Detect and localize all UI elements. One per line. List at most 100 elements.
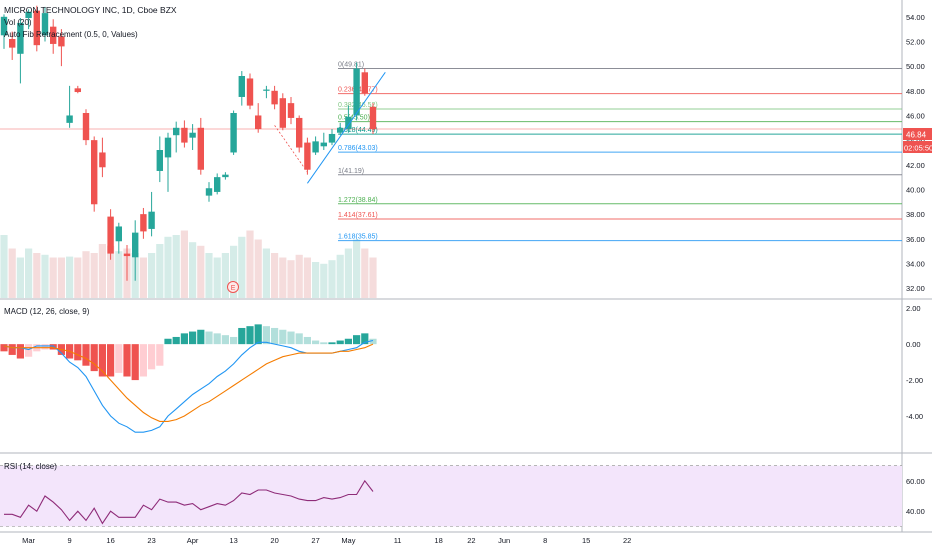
volume-bar	[344, 248, 352, 298]
volume-bar	[16, 257, 24, 298]
volume-bar	[213, 257, 221, 298]
macd-histogram-bar	[148, 344, 156, 370]
volume-bar	[82, 251, 90, 298]
volume-label: Vol (20)	[4, 18, 32, 27]
candle-body	[132, 232, 139, 258]
volume-bar	[33, 253, 41, 298]
volume-bar	[238, 236, 246, 298]
macd-histogram-bar	[303, 336, 311, 345]
rsi-tick-label: 40.00	[906, 507, 925, 516]
volume-bar	[90, 253, 98, 298]
macd-histogram-bar	[131, 344, 139, 381]
macd-histogram-bar	[189, 331, 197, 345]
candle-body	[353, 68, 360, 116]
macd-histogram-bar	[41, 344, 49, 350]
macd-histogram-bar	[238, 327, 246, 345]
price-tick-label: 46.00	[906, 111, 925, 120]
volume-bar	[336, 254, 344, 298]
macd-histogram-bar	[180, 333, 188, 345]
candlesticks	[0, 5, 377, 281]
candle-body	[214, 177, 221, 192]
macd-histogram-bar	[254, 324, 262, 345]
fib-anchor-line	[274, 125, 308, 173]
price-tick-label: 36.00	[906, 235, 925, 244]
rsi-pane: 60.00 40.00	[0, 465, 925, 527]
earnings-marker[interactable]	[227, 281, 239, 293]
candle-body	[263, 89, 270, 91]
candle-body	[17, 22, 24, 54]
macd-histogram-bar	[25, 344, 33, 357]
candle-body	[82, 113, 90, 141]
macd-histogram-bar	[74, 344, 82, 361]
time-tick-label: Jun	[498, 536, 510, 545]
volume-bar	[189, 242, 197, 298]
fib-level-label: 1.618(35.85)	[338, 234, 378, 241]
volume-bar	[25, 248, 33, 298]
macd-histogram-bar	[344, 338, 352, 345]
price-tick-label: 44.00	[906, 136, 925, 145]
macd-histogram-bar	[287, 331, 295, 345]
macd-histogram-bar	[230, 336, 238, 345]
volume-bar	[254, 239, 262, 298]
macd-histogram-bar	[172, 336, 180, 345]
volume-bar	[361, 248, 369, 298]
volume-bar	[205, 253, 213, 298]
volume-bar	[115, 251, 123, 298]
candle-body	[337, 127, 344, 133]
price-tick-label: 54.00	[906, 13, 925, 22]
price-tick-label: 48.00	[906, 87, 925, 96]
volume-bar	[312, 262, 320, 298]
volume-bar	[197, 245, 205, 298]
candle-body	[58, 36, 65, 47]
volume-bar	[271, 253, 279, 298]
macd-histogram-bar	[336, 340, 344, 345]
candle-body	[140, 214, 147, 232]
macd-histogram-bar	[279, 329, 287, 345]
candle-body	[25, 11, 32, 19]
volume-bar	[221, 253, 229, 298]
price-tick-label: 42.00	[906, 161, 925, 170]
volume-bar	[139, 257, 147, 298]
macd-histogram-bar	[98, 344, 106, 377]
candle-body	[41, 13, 49, 36]
volume-bar	[156, 244, 164, 298]
time-tick-label: 27	[311, 536, 319, 545]
fib-level-label: 1(41.19)	[338, 168, 364, 175]
volume-bar	[369, 257, 377, 298]
macd-histogram-bar	[16, 344, 24, 359]
candle-body	[99, 152, 106, 168]
volume-bar	[8, 248, 16, 298]
candle-body	[279, 98, 286, 128]
volume-bar	[172, 235, 180, 298]
volume-bar	[180, 230, 188, 298]
volume-bar	[353, 239, 361, 298]
last-price-value: 46.84	[906, 131, 927, 140]
symbol-title: MICRON TECHNOLOGY INC, 1D, Cboe BZX	[4, 5, 177, 15]
price-tick-label: 34.00	[906, 259, 925, 268]
candle-body	[361, 72, 368, 94]
price-axis: 54.00 52.00 50.00 48.00 46.00 44.00 42.00 40.00…	[906, 13, 925, 293]
macd-tick-label: -2.00	[906, 376, 923, 385]
macd-histogram-bar	[295, 333, 303, 345]
candle-body	[156, 150, 163, 171]
time-tick-label: 20	[270, 536, 278, 545]
time-tick-label: 11	[394, 536, 402, 545]
price-tick-label: 32.00	[906, 284, 925, 293]
rsi-band	[0, 465, 902, 527]
macd-histogram-bar	[82, 344, 90, 366]
volume-bar	[98, 244, 106, 298]
volume-bar	[66, 256, 74, 298]
time-tick-label: May	[341, 536, 355, 545]
time-tick-label: 22	[623, 536, 631, 545]
time-tick-label: 16	[106, 536, 114, 545]
macd-histogram-bar	[139, 344, 147, 377]
candle-body	[296, 117, 303, 148]
macd-histogram-bar	[369, 338, 377, 345]
macd-histogram-bar	[221, 335, 229, 345]
candle-body	[91, 140, 98, 205]
macd-histogram-bar	[164, 338, 172, 345]
macd-histogram-bar	[123, 344, 131, 377]
macd-histogram-bar	[361, 333, 369, 345]
macd-histogram-bar	[90, 344, 98, 372]
